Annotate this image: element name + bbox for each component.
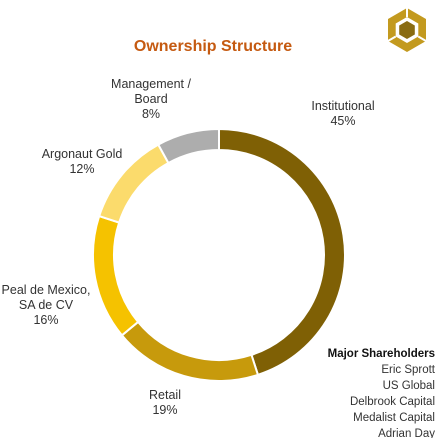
donut-slices [92,127,346,382]
slice-label-line: 8% [142,107,160,121]
slice-label-line: Peal de Mexico, [2,283,91,297]
shareholder-name: US Global [383,380,435,392]
slice-label-line: 45% [330,114,355,128]
chart-title: Ownership Structure [134,38,292,55]
shareholder-name: Adrian Day [378,428,435,438]
slice-label: Management / Board 8% [111,77,191,121]
slice-label: Argonaut Gold 12% [42,147,123,176]
shareholder-name: Eric Sprott [381,364,435,376]
shareholder-name: Medalist Capital [353,412,435,424]
slice-label-line: Institutional [311,99,374,113]
slice-label-line: SA de CV [19,298,74,312]
slice-label-line: Argonaut Gold [42,147,123,161]
donut-slice [92,214,140,337]
slice-label-line: 16% [33,313,58,327]
slice-labels: Institutional 45% Retail 19% Peal de Mexico,… [2,77,375,417]
slice-label-line: Management / [111,77,191,91]
slice-label: Retail 19% [149,388,181,417]
slice-label-line: Board [134,92,167,106]
donut-slice [156,127,220,165]
slice-label: Peal de Mexico, SA de CV 16% [2,283,91,327]
major-shareholders: Major Shareholders Eric Sprott US Global… [328,348,436,438]
shareholder-name: Delbrook Capital [350,396,435,408]
donut-slice [120,320,260,382]
hexagon-logo-icon [387,8,427,52]
shareholders-title: Major Shareholders [328,348,435,360]
slice-label: Institutional 45% [311,99,374,128]
slice-label-line: Retail [149,388,181,402]
slice-label-line: 19% [152,403,177,417]
slice-label-line: 12% [69,162,94,176]
donut-slice [218,127,346,377]
